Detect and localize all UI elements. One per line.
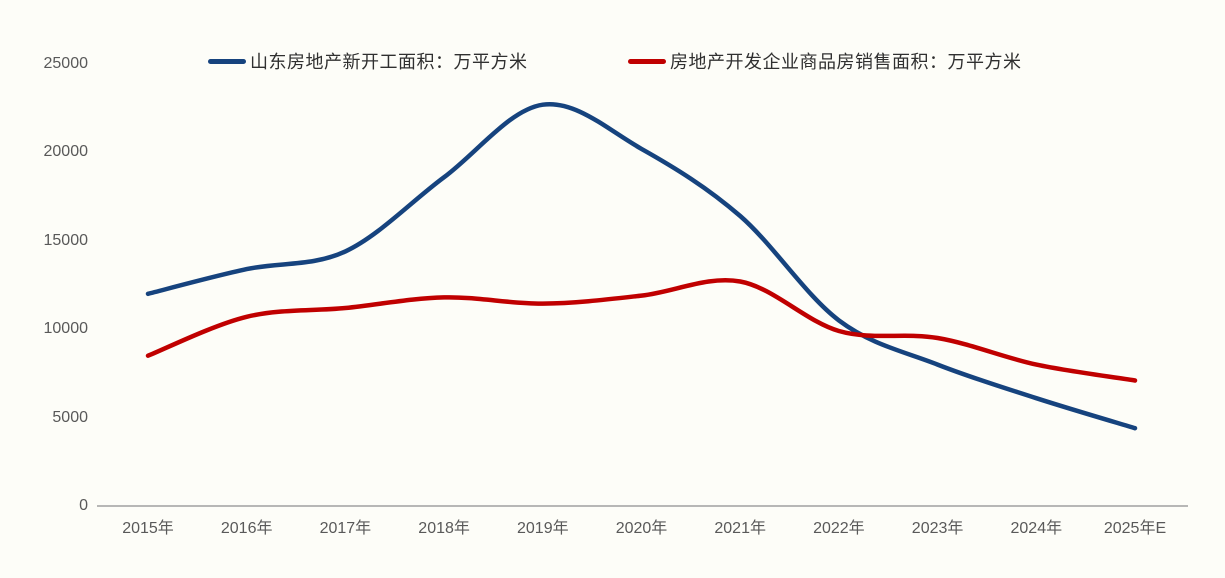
- x-axis-tick-label: 2020年: [615, 520, 668, 537]
- y-axis-tick-label: 20000: [43, 143, 89, 161]
- x-axis-tick-label: 2023年: [911, 520, 964, 537]
- legend-label-sales: 房地产开发企业商品房销售面积：万平方米: [670, 52, 1022, 72]
- series-line-1: [145, 278, 1138, 383]
- series-line-0: [145, 101, 1138, 431]
- x-axis-tick-label: 2021年: [714, 520, 766, 537]
- legend-swatch-red: [628, 58, 666, 64]
- x-axis-tick-label: 2016年: [220, 520, 273, 537]
- y-axis-tick-label: 25000: [43, 55, 89, 72]
- x-axis-tick-label: 2018年: [418, 520, 470, 537]
- legend-swatch-blue: [208, 58, 246, 64]
- x-axis-tick-label: 2025年E: [1103, 520, 1167, 537]
- x-axis-tick-label: 2024年: [1010, 520, 1063, 537]
- legend-label-new-starts: 山东房地产新开工面积：万平方米: [250, 52, 528, 72]
- y-axis-tick-label: 5000: [52, 408, 88, 426]
- y-axis-tick-label: 10000: [43, 320, 89, 338]
- legend-item-sales: 房地产开发企业商品房销售面积：万平方米: [628, 49, 1022, 73]
- x-axis-tick-label: 2019年: [516, 520, 569, 537]
- legend-item-new-starts: 山东房地产新开工面积：万平方米: [208, 49, 528, 73]
- x-axis-tick-label: 2022年: [813, 520, 865, 537]
- y-axis-tick-label: 0: [79, 497, 88, 514]
- x-axis-tick-label: 2015年: [122, 520, 174, 537]
- x-axis-tick-label: 2017年: [319, 520, 372, 537]
- y-axis-tick-label: 15000: [43, 231, 89, 249]
